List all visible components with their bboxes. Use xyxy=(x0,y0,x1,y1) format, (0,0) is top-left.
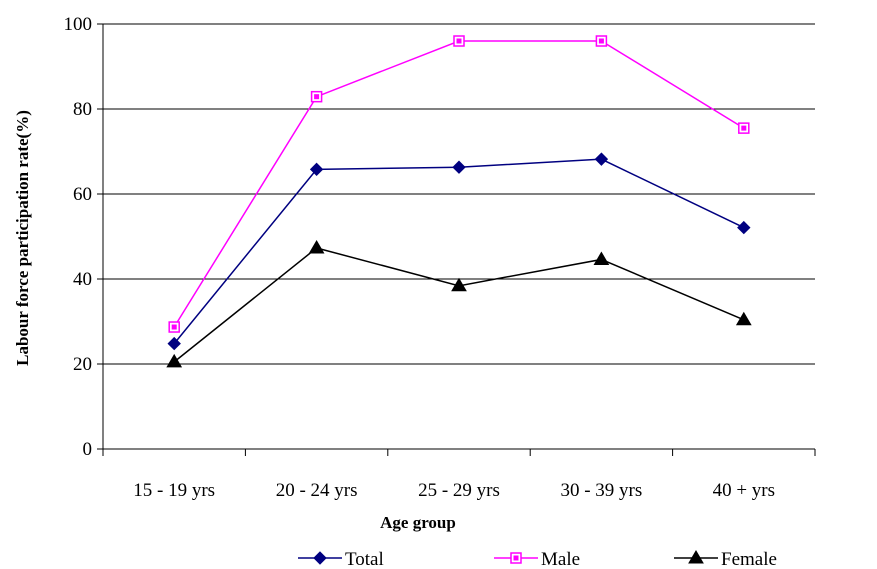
data-point xyxy=(737,220,751,235)
y-tick-label: 80 xyxy=(73,99,92,120)
gridlines xyxy=(103,23,815,365)
series-total xyxy=(167,152,751,351)
legend-item-total: Total xyxy=(298,549,384,569)
data-point xyxy=(167,336,181,351)
x-tick-labels: 15 - 19 yrs 20 - 24 yrs 25 - 29 yrs 30 - 39… xyxy=(133,480,775,501)
data-point xyxy=(452,160,466,174)
legend-label: Male xyxy=(541,549,580,569)
x-axis-title: Age group xyxy=(380,513,456,532)
marker-core xyxy=(171,324,177,330)
legend-marker xyxy=(510,552,522,564)
legend-item-male: Male xyxy=(494,549,580,569)
marker-core xyxy=(741,125,747,131)
series-male xyxy=(168,35,750,333)
data-point xyxy=(308,239,325,254)
y-tick-label: 40 xyxy=(73,269,92,290)
marker-core xyxy=(314,94,320,100)
y-axis-title: Labour force participation rate(%) xyxy=(13,110,32,366)
x-tick-label: 20 - 24 yrs xyxy=(276,480,358,501)
y-tick-label: 20 xyxy=(73,354,92,375)
data-point xyxy=(738,122,750,134)
data-point xyxy=(595,35,608,47)
legend-marker xyxy=(313,551,327,565)
data-point xyxy=(166,353,183,368)
x-tick-label: 40 + yrs xyxy=(713,480,775,501)
data-point xyxy=(593,251,610,265)
x-tick-label: 30 - 39 yrs xyxy=(560,480,642,501)
marker-core xyxy=(598,38,604,44)
series-female xyxy=(166,239,752,368)
series xyxy=(166,35,752,368)
data-point xyxy=(168,321,180,333)
data-point xyxy=(310,90,323,103)
data-point xyxy=(594,152,609,166)
data-point xyxy=(309,162,324,177)
marker-core xyxy=(513,555,519,561)
legend-item-female: Female xyxy=(674,549,777,569)
y-tick-label: 0 xyxy=(83,439,93,460)
y-tick-labels: 0 20 40 60 80 100 xyxy=(64,14,93,460)
legend-label: Female xyxy=(721,549,777,569)
y-tick-label: 100 xyxy=(64,14,93,35)
data-point xyxy=(735,311,752,326)
y-tick-label: 60 xyxy=(73,184,92,205)
marker-core xyxy=(456,38,462,44)
data-point xyxy=(453,35,465,47)
series-line xyxy=(173,158,745,345)
series-line xyxy=(173,247,745,363)
data-point xyxy=(451,277,467,292)
axes xyxy=(97,23,816,456)
x-tick-label: 15 - 19 yrs xyxy=(133,480,215,501)
legend-marker xyxy=(688,550,704,564)
legend: Total Male Female xyxy=(298,549,777,569)
x-tick-label: 25 - 29 yrs xyxy=(418,480,500,501)
legend-label: Total xyxy=(345,549,384,569)
